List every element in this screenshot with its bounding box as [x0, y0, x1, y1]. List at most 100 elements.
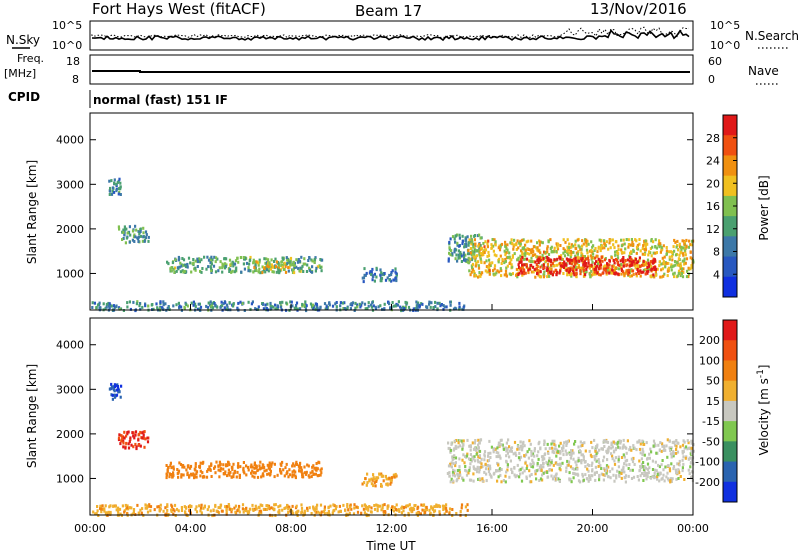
echo-cell: [477, 446, 480, 450]
echo-cell: [109, 186, 112, 190]
echo-cell: [134, 309, 137, 313]
echo-cell: [95, 306, 98, 310]
echo-cell: [522, 440, 525, 444]
echo-cell: [558, 449, 562, 453]
echo-cell: [621, 260, 625, 264]
echo-cell: [262, 302, 265, 306]
echo-cell: [671, 265, 674, 269]
echo-cell: [129, 233, 132, 237]
echo-cell: [258, 464, 261, 468]
echo-cell: [117, 187, 120, 191]
echo-cell: [488, 258, 491, 262]
echo-cell: [428, 508, 431, 512]
echo-cell: [550, 270, 553, 274]
echo-cell: [285, 301, 288, 305]
echo-cell: [683, 446, 686, 450]
echo-cell: [582, 458, 585, 462]
echo-cell: [130, 443, 133, 447]
echo-cell: [569, 255, 572, 259]
echo-cell: [458, 305, 461, 309]
echo-cell: [428, 300, 431, 304]
echo-cell: [332, 509, 335, 513]
echo-cell: [678, 459, 681, 463]
echo-cell: [516, 463, 519, 467]
x-tick-label: 20:00: [577, 522, 609, 535]
echo-cell: [629, 468, 632, 472]
echo-cell: [686, 439, 689, 443]
echo-cell: [347, 508, 350, 512]
echo-cell: [672, 454, 675, 458]
echo-cell: [194, 268, 197, 272]
echo-cell: [603, 258, 607, 262]
echo-cell: [225, 507, 228, 511]
echo-cell: [397, 508, 400, 512]
y-tick-label: 4000: [56, 134, 84, 147]
echo-cell: [488, 464, 492, 468]
echo-cell: [236, 470, 239, 474]
echo-cell: [590, 249, 593, 252]
echo-cell: [461, 242, 464, 246]
echo-cell: [593, 267, 596, 271]
date-title: 13/Nov/2016: [590, 0, 687, 18]
echo-cell: [519, 455, 523, 459]
echo-cell: [452, 479, 455, 483]
echo-cell: [512, 247, 515, 251]
echo-cell: [390, 279, 393, 283]
echo-cell: [606, 268, 609, 272]
echo-cell: [158, 509, 161, 513]
echo-cell: [591, 250, 594, 254]
colorbar-segment: [723, 360, 737, 382]
echo-cell: [565, 469, 568, 473]
echo-cell: [581, 239, 584, 243]
colorbar-segment: [723, 320, 737, 341]
echo-cell: [458, 236, 461, 240]
echo-cell: [267, 269, 270, 273]
echo-cell: [459, 444, 462, 448]
echo-cell: [652, 273, 655, 277]
y-tick-label: 2000: [56, 428, 84, 441]
echo-cell: [454, 464, 457, 468]
echo-cell: [471, 455, 474, 459]
echo-cell: [265, 262, 268, 266]
echo-cell: [460, 260, 463, 263]
echo-cell: [500, 242, 504, 246]
echo-cell: [604, 473, 607, 477]
echo-region: [253, 260, 296, 275]
echo-cell: [577, 445, 580, 449]
echo-cell: [291, 470, 294, 474]
echo-cell: [680, 245, 683, 249]
echo-cell: [609, 476, 612, 480]
echo-cell: [172, 304, 175, 308]
echo-cell: [645, 473, 648, 477]
echo-cell: [110, 179, 113, 183]
echo-cell: [113, 395, 117, 399]
echo-cell: [473, 441, 476, 445]
echo-cell: [264, 303, 267, 307]
echo-cell: [203, 504, 206, 508]
echo-cell: [297, 267, 300, 271]
echo-cell: [522, 238, 525, 242]
echo-cell: [685, 245, 688, 249]
echo-cell: [690, 441, 693, 445]
echo-cell: [686, 269, 689, 273]
echo-cell: [189, 261, 192, 265]
echo-cell: [455, 439, 458, 442]
echo-cell: [525, 453, 528, 457]
echo-cell: [110, 382, 113, 386]
echo-cell: [627, 245, 630, 249]
station-title: Fort Hays West (fitACF): [92, 0, 266, 18]
echo-cell: [416, 306, 419, 310]
echo-cell: [636, 440, 639, 444]
echo-cell: [635, 274, 638, 278]
echo-cell: [112, 504, 115, 508]
echo-cell: [624, 259, 627, 263]
echo-cell: [217, 269, 220, 273]
echo-cell: [167, 466, 170, 470]
echo-cell: [576, 238, 579, 242]
echo-cell: [350, 302, 353, 306]
echo-cell: [331, 304, 335, 308]
echo-cell: [158, 307, 161, 311]
echo-cell: [103, 507, 106, 511]
echo-cell: [611, 467, 614, 471]
echo-cell: [649, 262, 652, 266]
